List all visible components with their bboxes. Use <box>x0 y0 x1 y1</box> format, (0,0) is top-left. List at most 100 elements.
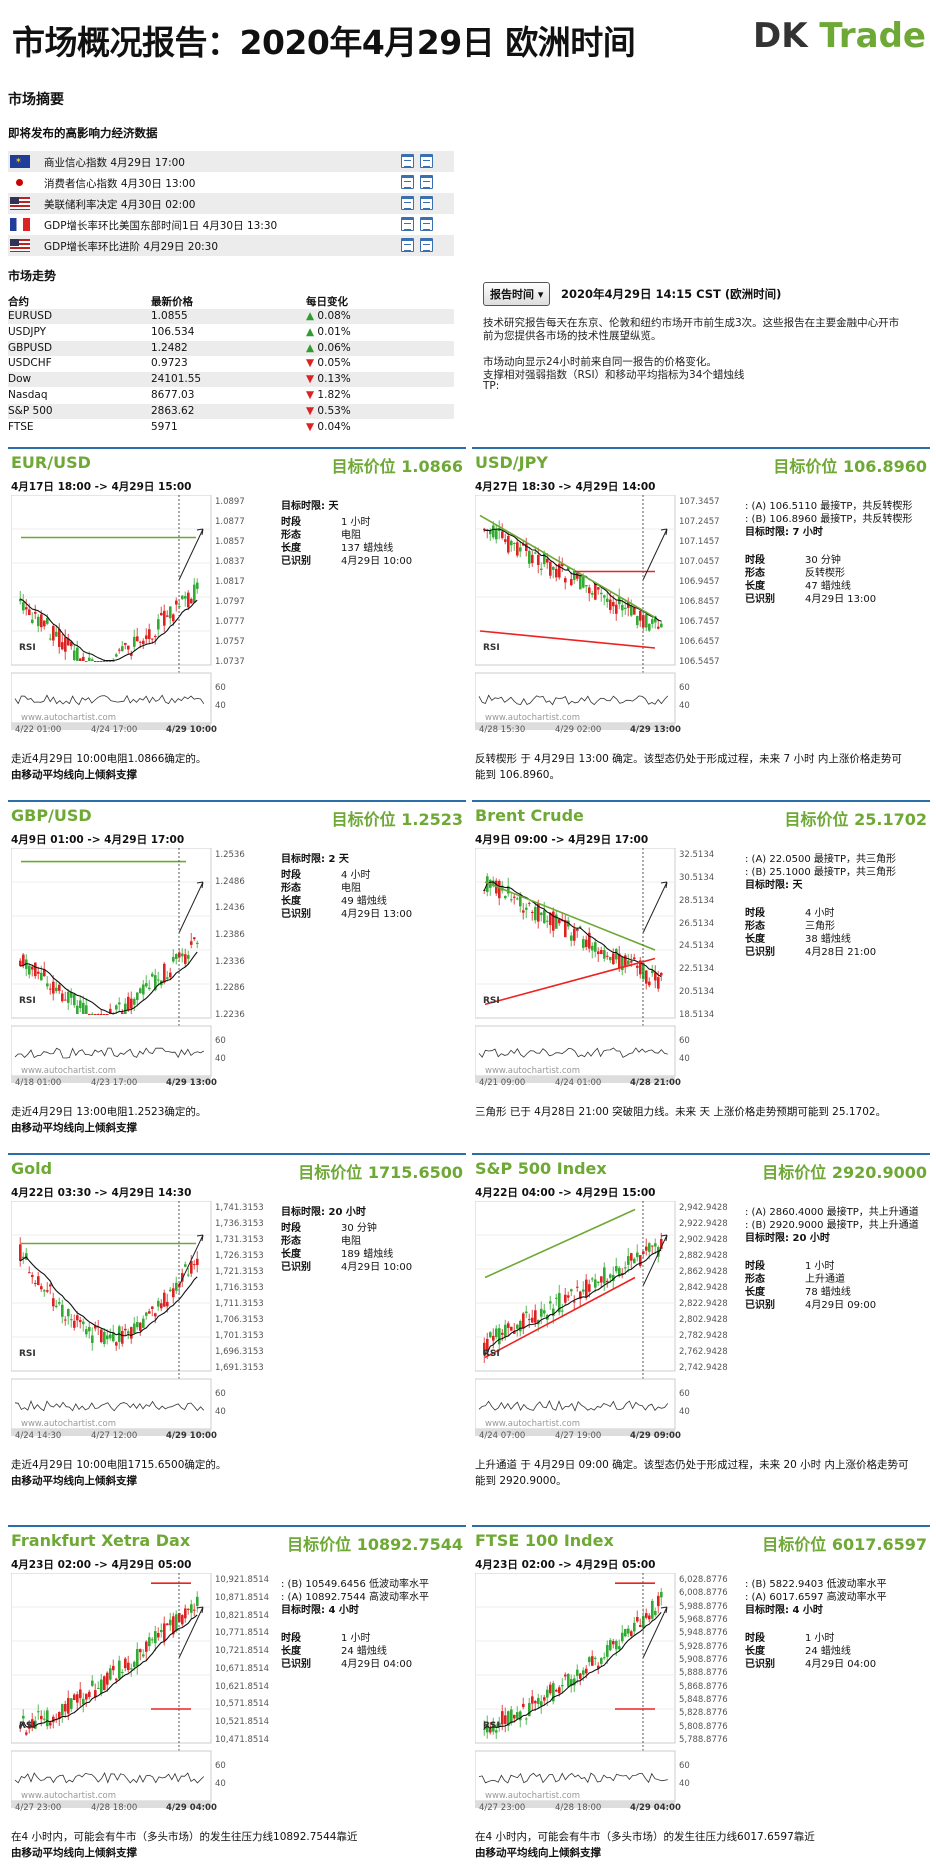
report-time-dropdown[interactable]: 报告时间 ▾ <box>483 282 551 306</box>
x-tick-label: 4/27 23:00 <box>15 1803 62 1813</box>
candle <box>564 576 567 590</box>
candle <box>178 948 181 962</box>
wedge-lower-line <box>479 630 656 649</box>
y-tick-label: 5,868.8776 <box>679 1681 728 1692</box>
candle <box>148 979 151 991</box>
y-tick-label: 1.2536 <box>215 850 245 860</box>
chart-panel-eur-usd[interactable]: EUR/USD 目标价位 1.0866 4月17日 18:00 -> 4月29日 1… <box>8 447 466 799</box>
info-value: 30 分钟 <box>805 555 841 566</box>
market-change: 1.82% <box>306 389 350 401</box>
candle <box>175 953 178 965</box>
y-tick-label: 1.2236 <box>215 1010 245 1020</box>
candle <box>31 1272 34 1284</box>
chart-panel-usd-jpy[interactable]: USD/JPY 目标价位 106.8960 4月27日 18:30 -> 4月29日… <box>472 447 930 799</box>
y-tick-label: 2,742.9428 <box>679 1363 728 1373</box>
candle <box>175 1276 178 1294</box>
candle <box>633 953 636 961</box>
y-tick-label: 5,828.8776 <box>679 1708 728 1719</box>
chart-panel-s-p-500-index[interactable]: S&P 500 Index 目标价位 2920.9000 4月22日 04:00 -… <box>472 1153 930 1505</box>
candle <box>154 1625 157 1652</box>
market-price: 0.9723 <box>151 357 188 370</box>
price-chart[interactable]: 32.5134 30.5134 28.5134 26.5134 24.5134 22.51… <box>474 847 735 1090</box>
description-text: 走近4月29日 10:00电阻1715.6500确定的。 <box>11 1459 227 1471</box>
calendar-icon[interactable] <box>401 217 414 231</box>
dk-trade-logo[interactable]: DK Trade <box>753 16 926 56</box>
candle <box>97 1013 100 1015</box>
candle <box>187 950 190 965</box>
candle <box>651 1598 654 1622</box>
candle <box>52 624 55 647</box>
info-value: 4月29日 13:00 <box>805 594 877 605</box>
panel-description: 反转楔形 于 4月29日 13:00 确定。该型态仍处于形成过程，未来 7 小时… <box>475 751 925 783</box>
info-value: 电阻 <box>341 1236 361 1247</box>
calendar-add-icon[interactable] <box>420 154 433 168</box>
y-tick-label: 1.2486 <box>215 876 245 887</box>
candle <box>498 879 501 906</box>
panel-target-price: 目标价位 6017.6597 <box>762 1535 927 1554</box>
x-tick-label: 4/29 13:00 <box>630 725 681 735</box>
candle <box>609 956 612 963</box>
candle <box>163 1289 166 1307</box>
candle <box>37 966 40 980</box>
channel-lower-line <box>484 1276 636 1359</box>
y-tick-label: 10,921.8514 <box>215 1575 270 1585</box>
candle <box>570 1674 573 1693</box>
x-tick-label: 4/28 18:00 <box>91 1803 138 1813</box>
candle <box>139 1321 142 1336</box>
calendar-icon[interactable] <box>401 154 414 168</box>
calendar-icon[interactable] <box>401 196 414 210</box>
price-chart[interactable]: 1.0897 1.0877 1.0857 1.0837 1.0817 1.0797 1.07… <box>10 494 271 737</box>
candle <box>124 1656 127 1672</box>
info-key: 已识别 <box>281 909 311 920</box>
candle <box>639 956 642 979</box>
candle <box>91 1327 94 1351</box>
price-chart[interactable]: 107.3457 107.2457 107.1457 107.0457 106.9457… <box>474 494 735 737</box>
description-text: 在4 小时内，可能会有牛市（多头市场）的发生往压力线10892.7544靠近 <box>11 1831 358 1843</box>
candle <box>94 1014 97 1015</box>
chart-panel-frankfurt-xetra-dax[interactable]: Frankfurt Xetra Dax 目标价位 10892.7544 4月23日 … <box>8 1525 466 1873</box>
calendar-icon[interactable] <box>401 175 414 189</box>
event-row: 消费者信心指数 4月30日 13:00 <box>8 172 454 193</box>
chart-panel-brent-crude[interactable]: Brent Crude 目标价位 25.1702 4月9日 09:00 -> 4月2… <box>472 800 930 1152</box>
candle <box>609 1638 612 1652</box>
candle <box>564 915 567 938</box>
tp-line: : (B) 25.1000 最接TP，共三角形 <box>745 867 897 878</box>
price-chart[interactable]: 10,921.8514 10,871.8514 10,821.8514 10,771.… <box>10 1572 271 1815</box>
market-name: EURUSD <box>8 310 53 322</box>
candle <box>651 1245 654 1255</box>
rsi-tick-label: 60 <box>679 1036 690 1046</box>
market-row: Dow 24101.55 0.13% <box>8 372 454 388</box>
calendar-add-icon[interactable] <box>420 217 433 231</box>
calendar-add-icon[interactable] <box>420 196 433 210</box>
calendar-add-icon[interactable] <box>420 238 433 252</box>
calendar-add-icon[interactable] <box>420 175 433 189</box>
chart-panel-ftse-100-index[interactable]: FTSE 100 Index 目标价位 6017.6597 4月23日 02:00 … <box>472 1525 930 1873</box>
candle <box>612 1638 615 1649</box>
candle <box>118 997 121 1012</box>
chart-panel-gbp-usd[interactable]: GBP/USD 目标价位 1.2523 4月9日 01:00 -> 4月29日 17… <box>8 800 466 1152</box>
panel-target-price: 目标价位 106.8960 <box>773 457 927 476</box>
panel-description: 在4 小时内，可能会有牛市（多头市场）的发生往压力线6017.6597靠近 由移动… <box>475 1829 925 1861</box>
panel-date-range: 4月9日 09:00 -> 4月29日 17:00 <box>475 834 649 846</box>
candle <box>145 628 148 645</box>
calendar-icon[interactable] <box>401 238 414 252</box>
price-chart[interactable]: 1,741.3153 1,736.3153 1,731.3153 1,726.3153… <box>10 1200 271 1443</box>
chart-panel-gold[interactable]: Gold 目标价位 1715.6500 4月22日 03:30 -> 4月29日 1… <box>8 1153 466 1505</box>
candle <box>106 1671 109 1692</box>
candle <box>169 1612 172 1631</box>
rsi-line <box>478 694 669 706</box>
candle <box>600 588 603 602</box>
candle <box>76 1311 79 1328</box>
candle <box>543 1303 546 1317</box>
price-chart[interactable]: 2,942.9428 2,922.9428 2,902.9428 2,882.9428… <box>474 1200 735 1443</box>
candle <box>636 1610 639 1623</box>
x-tick-label: 4/29 04:00 <box>166 1803 217 1813</box>
candle <box>603 1262 606 1291</box>
candle <box>495 524 498 544</box>
price-chart[interactable]: 6,028.8776 6,008.8776 5,988.8776 5,968.8776… <box>474 1572 735 1815</box>
candle <box>591 590 594 598</box>
candle <box>519 1710 522 1728</box>
candle <box>151 971 154 978</box>
price-chart[interactable]: 1.2536 1.2486 1.2436 1.2386 1.2336 1.2286 1.22… <box>10 847 271 1090</box>
candle <box>552 1680 555 1705</box>
